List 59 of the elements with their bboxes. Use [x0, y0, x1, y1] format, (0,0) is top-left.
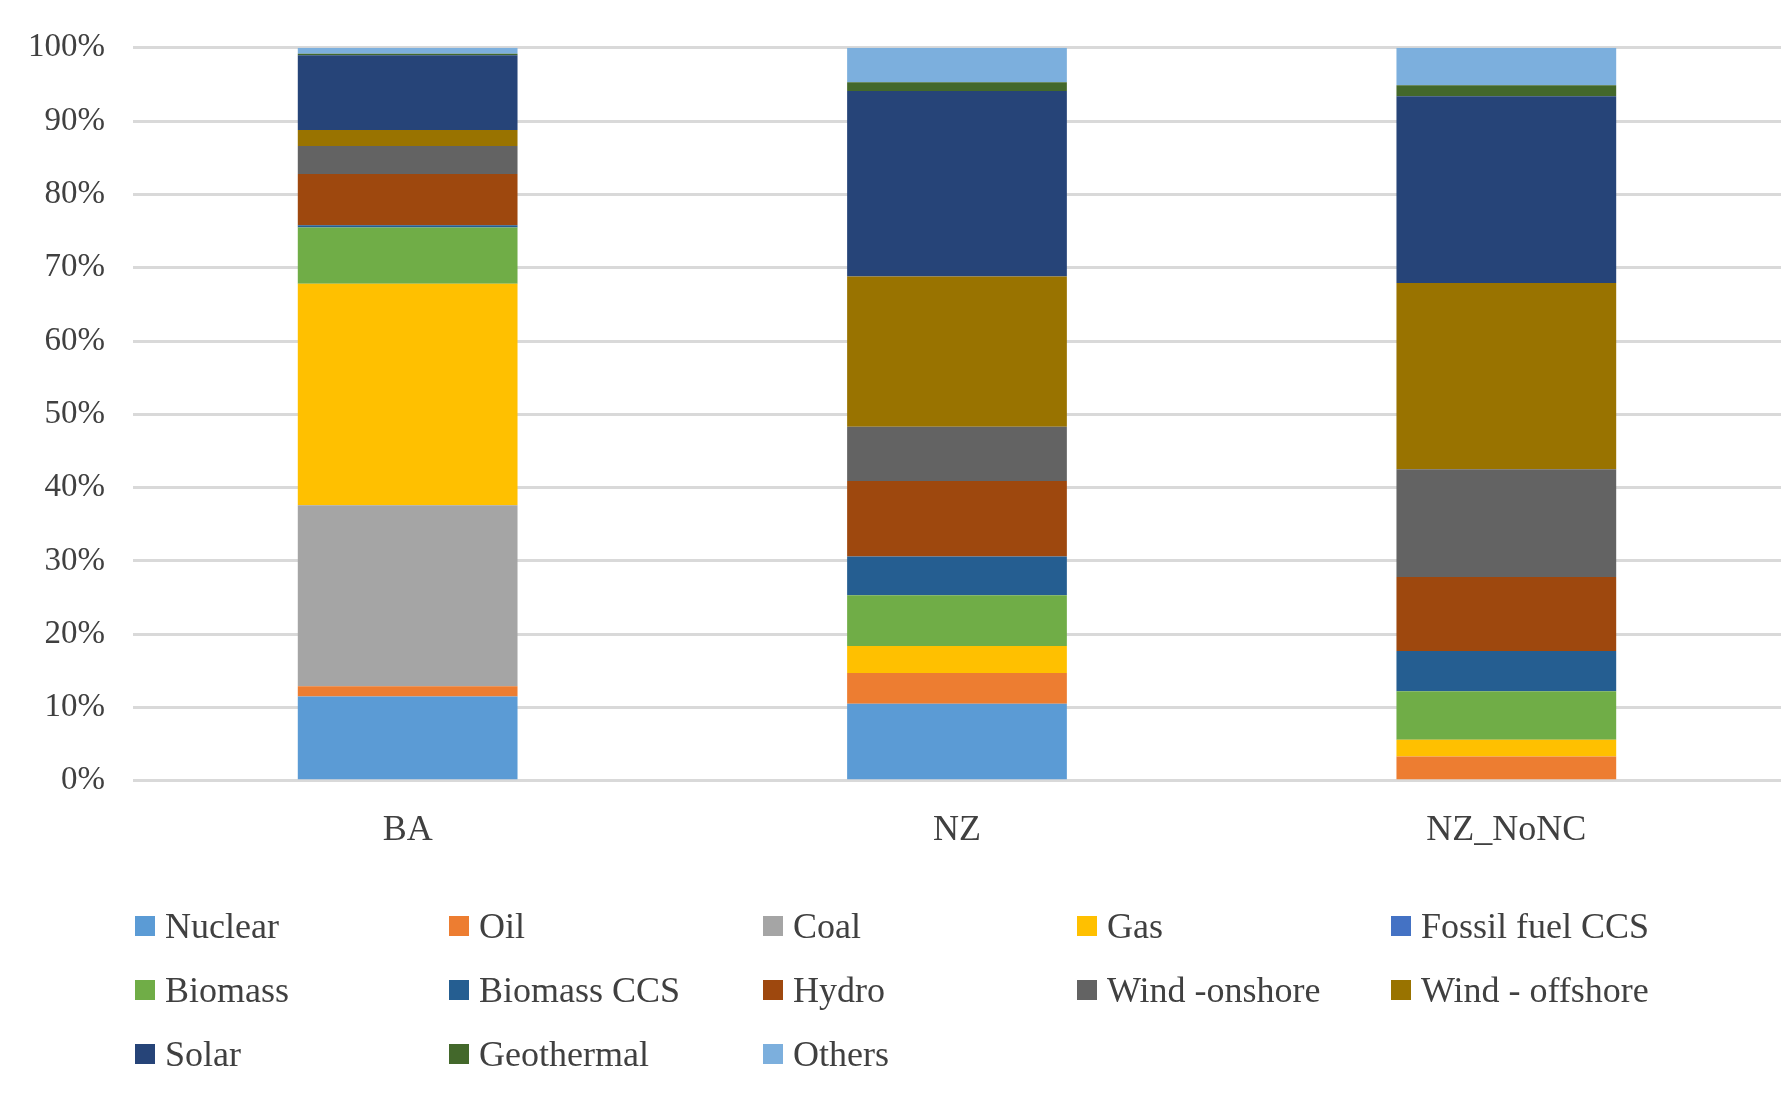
y-tick-label: 80%	[44, 174, 105, 211]
legend-label: Oil	[479, 905, 526, 947]
y-tick-label: 100%	[27, 27, 105, 64]
x-tick-label: NZ_NoNC	[1426, 807, 1587, 848]
bar	[297, 686, 518, 697]
legend-label: Coal	[793, 905, 861, 947]
bar	[297, 55, 518, 130]
bar	[297, 129, 518, 147]
bar	[847, 481, 1067, 557]
bar	[847, 556, 1067, 596]
bar	[297, 505, 518, 687]
legend-label: Geothermal	[479, 1033, 649, 1075]
bar	[1396, 96, 1617, 284]
bar	[847, 47, 1067, 83]
y-tick-label: 70%	[44, 247, 105, 284]
legend-label: Solar	[165, 1033, 241, 1075]
y-tick-label: 40%	[44, 467, 105, 504]
bar	[847, 91, 1067, 277]
bar	[1396, 756, 1617, 780]
bar	[1396, 651, 1617, 692]
bar	[847, 645, 1067, 674]
y-tick-label: 50%	[44, 393, 105, 430]
bar	[847, 703, 1067, 780]
legend-label: Wind -onshore	[1107, 969, 1321, 1011]
bar	[847, 426, 1067, 481]
bar	[297, 173, 518, 226]
bar	[847, 82, 1067, 92]
bar	[1396, 739, 1617, 757]
legend-label: Fossil fuel CCS	[1421, 905, 1650, 947]
bar	[297, 47, 518, 54]
x-tick-label: NZ	[932, 807, 981, 848]
bar	[847, 595, 1067, 646]
y-tick-label: 0%	[60, 760, 105, 797]
bar	[847, 276, 1067, 427]
bar	[1396, 469, 1617, 578]
y-tick-label: 20%	[44, 613, 105, 650]
legend-label: Gas	[1107, 905, 1163, 947]
legend-label: Hydro	[793, 969, 885, 1011]
legend-label: Nuclear	[165, 905, 279, 947]
bar	[297, 696, 518, 780]
y-tick-label: 10%	[44, 687, 105, 724]
bar	[1396, 85, 1617, 97]
bar	[297, 146, 518, 174]
y-tick-label: 60%	[44, 320, 105, 357]
bar	[297, 225, 518, 228]
legend-label: Wind - offshore	[1421, 969, 1649, 1011]
bar	[847, 673, 1067, 704]
bar	[297, 283, 518, 506]
bar	[1396, 577, 1617, 652]
x-tick-label: BA	[382, 807, 433, 848]
bar	[297, 227, 518, 284]
y-tick-label: 90%	[44, 100, 105, 137]
bar	[1396, 283, 1617, 470]
legend-label: Biomass	[165, 969, 290, 1011]
bar	[1396, 691, 1617, 740]
legend-label: Others	[793, 1033, 889, 1075]
legend-label: Biomass CCS	[479, 969, 681, 1011]
y-tick-label: 30%	[44, 540, 105, 577]
bar	[1396, 47, 1617, 86]
